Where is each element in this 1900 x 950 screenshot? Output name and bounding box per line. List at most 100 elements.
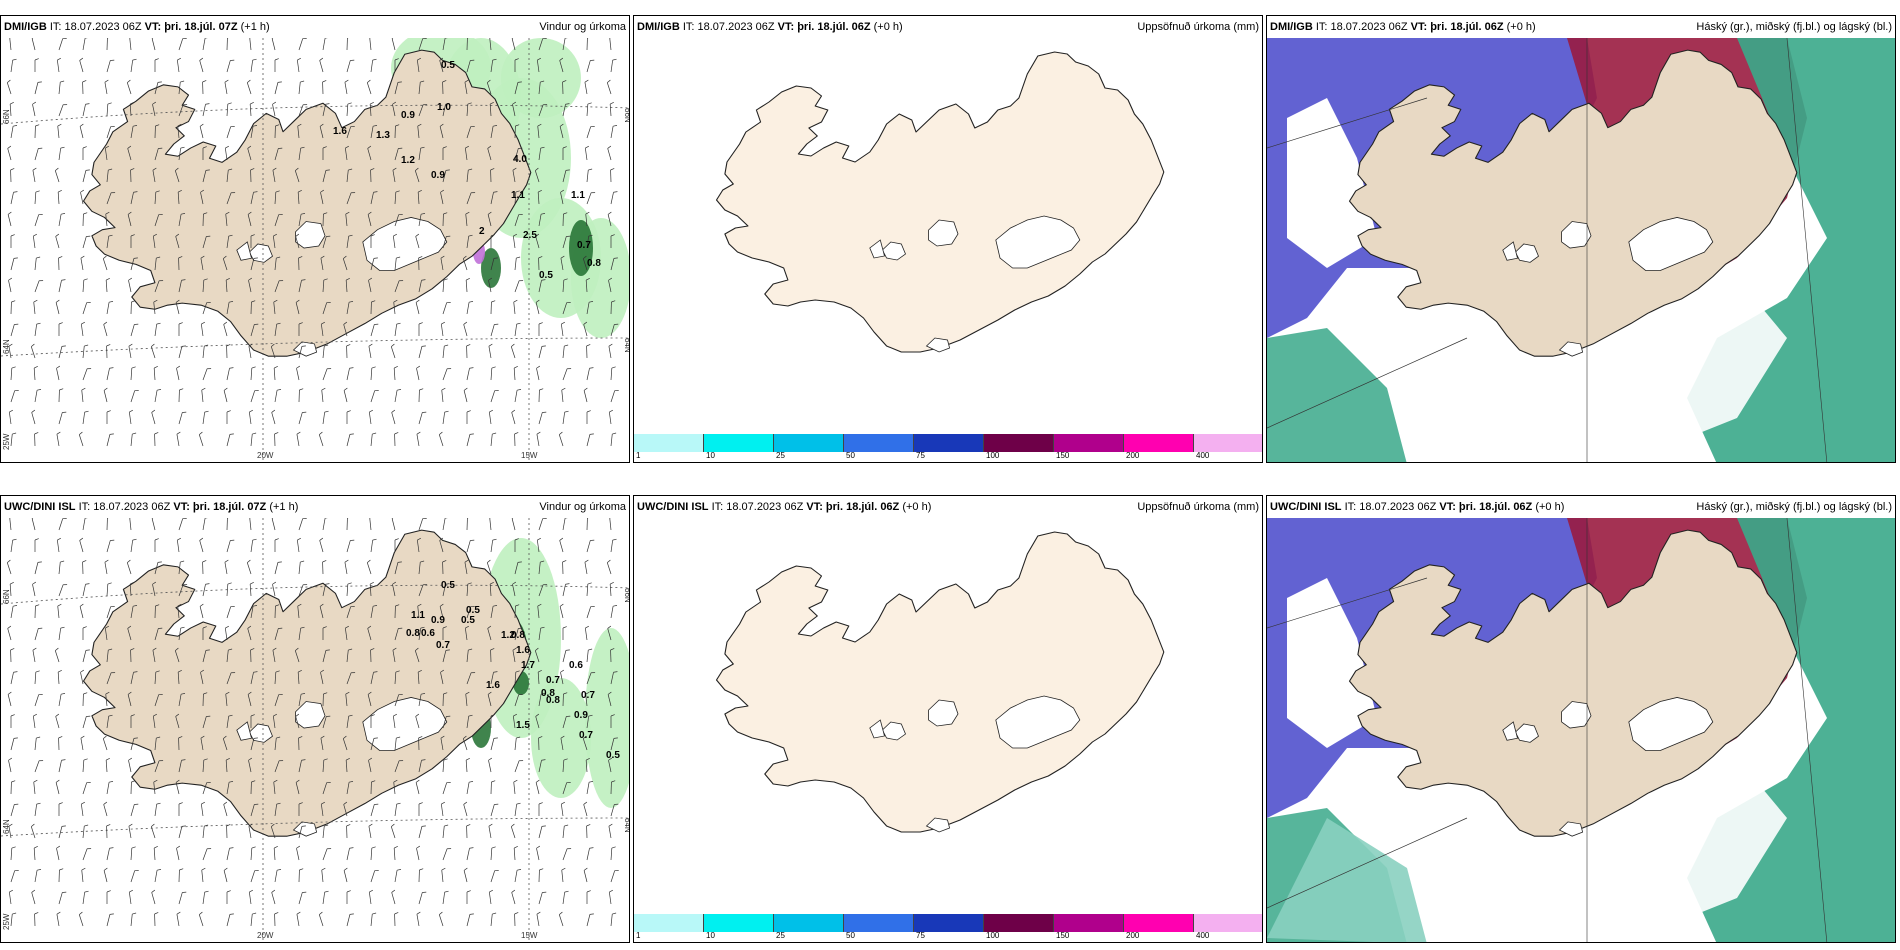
wind-barb-feather: [367, 559, 371, 563]
wind-barb-feather: [583, 735, 587, 739]
wind-barb: [226, 606, 232, 619]
wind-barb: [442, 826, 445, 839]
precip-value-label: 0.5: [441, 60, 455, 71]
wind-barb-feather: [323, 692, 328, 695]
wind-barb: [394, 280, 400, 293]
wind-barb-feather: [55, 233, 60, 237]
valid-time: VT: þri. 18.júl. 06Z: [1439, 501, 1533, 513]
wind-barb: [369, 584, 372, 597]
wind-barb-feather: [58, 256, 63, 259]
wind-barb-feather: [608, 823, 613, 827]
wind-barb: [33, 302, 36, 315]
wind-barb-feather: [346, 344, 351, 347]
wind-barb-feather: [563, 278, 568, 281]
valid-time: VT: þri. 18.júl. 07Z: [144, 21, 238, 33]
wind-barb-feather: [466, 824, 471, 827]
wind-barb-feather: [200, 255, 205, 259]
wind-barb: [370, 804, 375, 817]
wind-barb: [222, 258, 228, 271]
wind-barb: [442, 302, 448, 315]
wind-barb: [418, 346, 423, 359]
wind-barb: [417, 606, 420, 619]
wind-barb: [298, 760, 302, 773]
wind-barb: [562, 848, 568, 861]
wind-barb: [586, 650, 589, 663]
wind-barb-feather: [36, 736, 41, 739]
wind-barb: [296, 848, 300, 861]
wind-barb-feather: [439, 537, 444, 541]
wind-barb: [320, 804, 324, 817]
wind-barb-feather: [397, 561, 402, 563]
wind-barb: [106, 368, 110, 381]
wind-barb: [511, 892, 516, 905]
wind-barb-feather: [514, 912, 519, 915]
precip-value-label: 1.1: [571, 190, 585, 201]
wind-barb: [272, 650, 276, 663]
wind-barb: [10, 870, 16, 883]
wind-barb-feather: [10, 714, 15, 717]
wind-barb: [466, 606, 472, 619]
wind-barb: [416, 434, 420, 447]
wind-barb: [32, 170, 36, 183]
colorbar-label: 100: [986, 451, 1000, 460]
wind-barb: [607, 694, 612, 707]
wind-barb: [31, 518, 36, 531]
wind-barb-feather: [154, 538, 159, 541]
wind-barb-feather: [348, 714, 353, 717]
wind-barb-feather: [536, 431, 541, 435]
wind-barb: [370, 434, 373, 447]
wind-barb: [610, 192, 614, 205]
wind-barb-feather: [585, 625, 589, 629]
wind-barb: [178, 38, 184, 51]
glacier: [869, 719, 885, 739]
wind-barb-feather: [515, 670, 520, 673]
wind-barb: [535, 716, 540, 729]
wind-barb: [55, 302, 60, 315]
wind-barb: [201, 870, 204, 883]
wind-barb-feather: [610, 714, 615, 717]
wind-barb-feather: [322, 80, 327, 83]
wind-barb-feather: [415, 233, 420, 237]
wind-barb: [130, 672, 134, 685]
wind-barb-feather: [37, 869, 42, 871]
wind-barb: [488, 826, 492, 839]
wind-barb: [394, 148, 399, 161]
wind-barb: [416, 368, 420, 381]
wind-barb-feather: [373, 191, 378, 193]
wind-barb: [442, 892, 446, 905]
wind-barb: [82, 518, 86, 531]
wind-barb: [198, 434, 204, 447]
wind-barb-feather: [421, 825, 426, 827]
wind-barb: [298, 38, 304, 51]
wind-barb-feather: [445, 169, 450, 171]
wind-barb: [560, 804, 564, 817]
wind-barb: [488, 346, 492, 359]
lead-time: (+1 h): [240, 21, 270, 33]
wind-barb: [250, 606, 254, 619]
wind-barb-feather: [59, 868, 64, 871]
wind-barb-feather: [83, 212, 88, 215]
wind-barb-feather: [34, 538, 39, 541]
wind-barb: [369, 38, 372, 51]
wind-barb-feather: [225, 145, 229, 149]
wind-barb-feather: [535, 167, 539, 171]
wind-barb: [536, 434, 540, 447]
glacier: [1628, 697, 1714, 751]
wind-barb-feather: [252, 538, 257, 541]
wind-barb-feather: [562, 560, 567, 563]
wind-barb: [511, 412, 516, 425]
wind-barb: [343, 804, 348, 817]
wind-barb-feather: [201, 321, 205, 325]
wind-barb: [103, 324, 108, 337]
panel-title: Háský (gr.), miðský (fj.bl.) og lágský (…: [1696, 21, 1892, 33]
wind-barb-feather: [324, 410, 329, 413]
wind-barb-feather: [180, 560, 185, 563]
wind-barb: [34, 628, 39, 641]
wind-barb-feather: [127, 625, 132, 629]
wind-barb: [273, 848, 276, 861]
wind-barb-feather: [346, 758, 350, 761]
wind-barb-feather: [466, 344, 471, 347]
wind-barb: [58, 826, 63, 839]
lon-label-15w: 15W: [521, 931, 538, 940]
wind-barb: [82, 346, 85, 359]
